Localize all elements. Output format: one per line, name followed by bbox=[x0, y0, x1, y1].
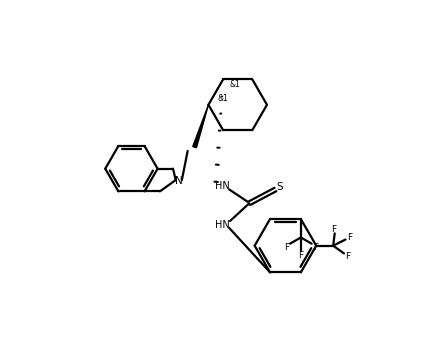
Text: &1: &1 bbox=[229, 79, 239, 88]
Text: HN: HN bbox=[214, 220, 229, 230]
Text: F: F bbox=[283, 243, 288, 252]
Text: F: F bbox=[345, 252, 350, 261]
Polygon shape bbox=[192, 105, 208, 148]
Text: &1: &1 bbox=[217, 94, 228, 103]
Text: F: F bbox=[346, 234, 351, 243]
Text: F: F bbox=[312, 243, 317, 252]
Text: F: F bbox=[298, 252, 303, 261]
Text: N: N bbox=[175, 176, 182, 186]
Text: S: S bbox=[275, 182, 282, 192]
Text: HN: HN bbox=[214, 181, 229, 192]
Text: F: F bbox=[331, 225, 336, 234]
